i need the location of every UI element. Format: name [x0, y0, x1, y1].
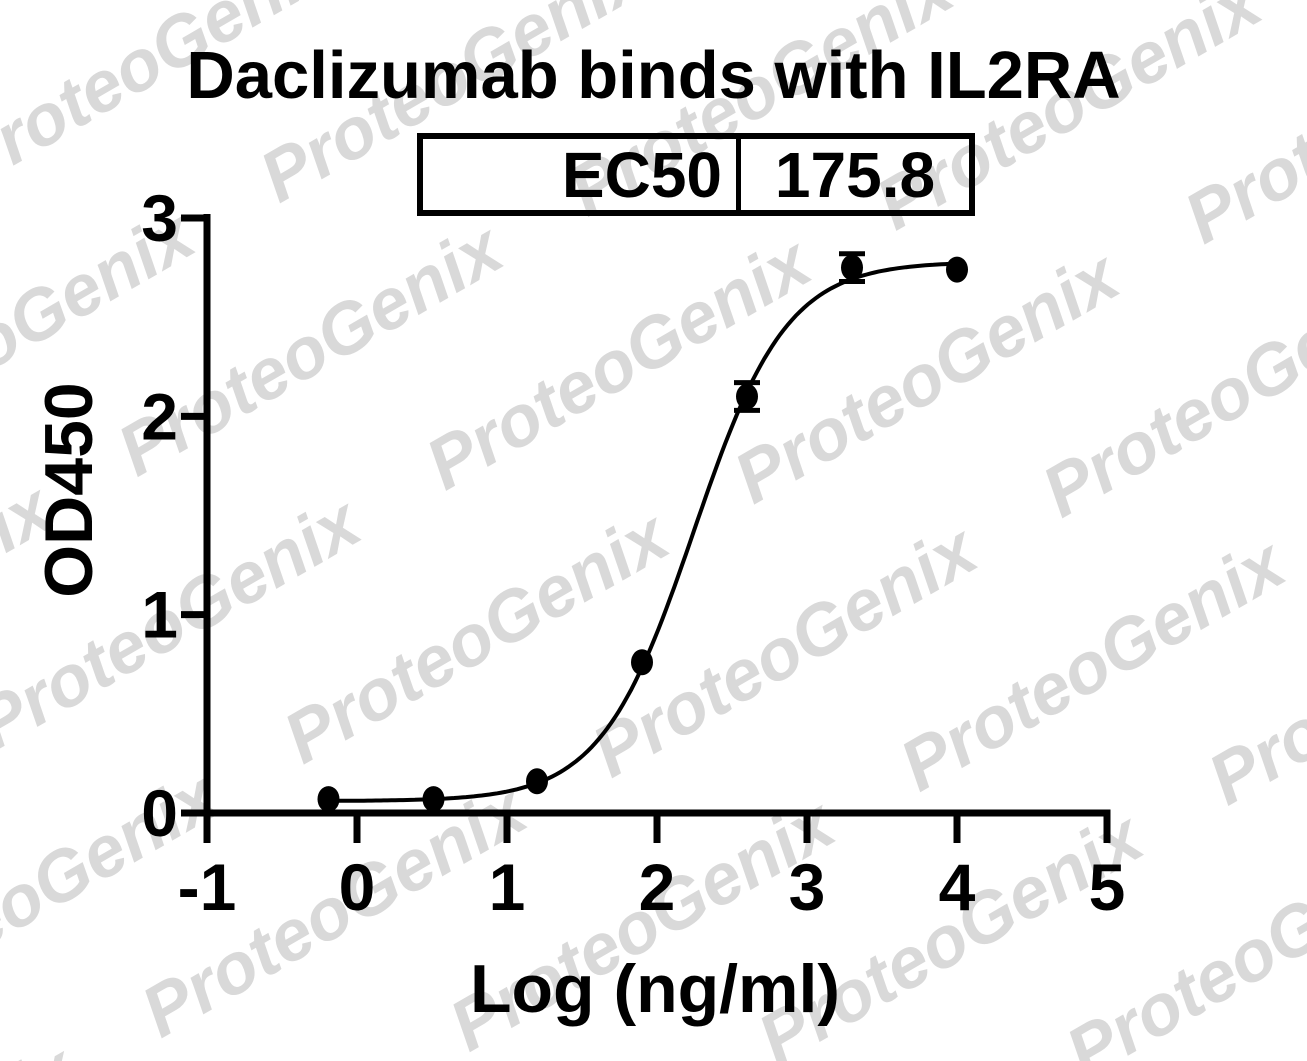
- axes-spine: [203, 214, 1111, 843]
- x-tick-label: 1: [489, 850, 526, 924]
- y-tick-label: 2: [141, 379, 178, 453]
- data-point: [526, 768, 548, 795]
- y-tick-label: 1: [141, 578, 178, 652]
- data-point: [841, 254, 863, 281]
- data-point: [946, 256, 968, 283]
- x-tick-label: 0: [339, 850, 376, 924]
- data-point: [317, 786, 340, 813]
- data-point: [736, 383, 758, 410]
- data-point: [422, 786, 445, 813]
- x-tick-label: 4: [939, 850, 976, 924]
- y-axis-title: OD450: [31, 382, 107, 597]
- chart-title: Daclizumab binds with IL2RA: [186, 38, 1121, 113]
- x-axis-title: Log (ng/ml): [470, 951, 840, 1027]
- ec50-label: EC50: [423, 139, 741, 211]
- x-tick-label: -1: [178, 850, 237, 924]
- ec50-value: 175.8: [774, 138, 936, 211]
- fit-curve: [326, 261, 959, 803]
- x-tick-label: 2: [639, 850, 676, 924]
- x-tick-label: 3: [789, 850, 826, 924]
- y-tick-label: 3: [141, 181, 178, 255]
- x-tick-label: 5: [1089, 850, 1126, 924]
- ec50-table: EC50 175.8: [417, 133, 975, 216]
- data-point: [631, 649, 653, 676]
- y-tick-label: 0: [141, 776, 178, 850]
